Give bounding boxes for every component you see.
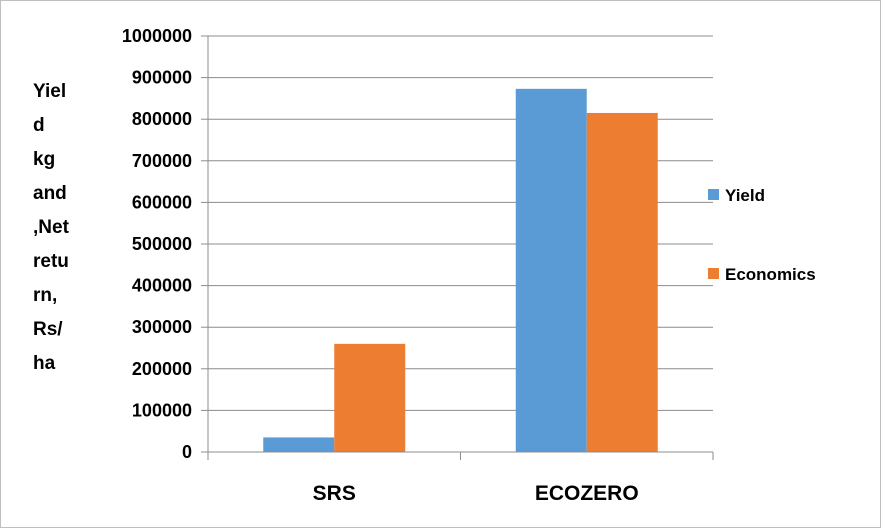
y-axis-label-line: Yiel [33, 81, 66, 102]
y-axis-label-line: rn, [33, 285, 57, 306]
x-axis-categories: SRS ECOZERO [313, 482, 639, 505]
legend-label-economics: Economics [725, 265, 816, 284]
bar-economics-ecozero [586, 112, 658, 453]
y-tick-label: 400000 [132, 276, 192, 296]
bar-economics-srs [334, 343, 406, 452]
y-axis-label-line: ,Net [33, 217, 70, 238]
legend-swatch-economics [708, 268, 719, 279]
x-category-label: SRS [313, 482, 356, 505]
y-axis-label-line: ha [33, 353, 56, 374]
bars [263, 88, 658, 453]
y-tick-label: 0 [182, 442, 192, 462]
y-axis-ticks: 0 100000 200000 300000 400000 500000 600000 700… [122, 26, 209, 462]
y-axis-label-line: Rs/ [33, 319, 63, 340]
y-axis-label-line: and [33, 183, 67, 204]
y-axis-label-line: kg [33, 149, 55, 170]
y-axis-label-line: d [33, 115, 45, 136]
y-tick-label: 500000 [132, 234, 192, 254]
y-axis-label-line: retu [33, 251, 69, 272]
legend-swatch-yield [708, 189, 719, 200]
y-axis-label: Yiel d kg and ,Net retu rn, Rs/ha [33, 81, 70, 374]
bar-yield-ecozero [515, 88, 587, 452]
legend-label-yield: Yield [725, 186, 765, 205]
y-tick-label: 900000 [132, 68, 192, 88]
y-tick-label: 800000 [132, 109, 192, 129]
y-tick-label: 600000 [132, 192, 192, 212]
y-tick-label: 300000 [132, 317, 192, 337]
legend: Yield Economics [708, 186, 816, 284]
x-axis [207, 451, 714, 460]
y-tick-label: 1000000 [122, 26, 192, 46]
bar-yield-srs [263, 437, 335, 452]
y-tick-label: 700000 [132, 151, 192, 171]
y-tick-label: 200000 [132, 359, 192, 379]
y-tick-label: 100000 [132, 400, 192, 420]
x-category-label: ECOZERO [535, 482, 639, 505]
